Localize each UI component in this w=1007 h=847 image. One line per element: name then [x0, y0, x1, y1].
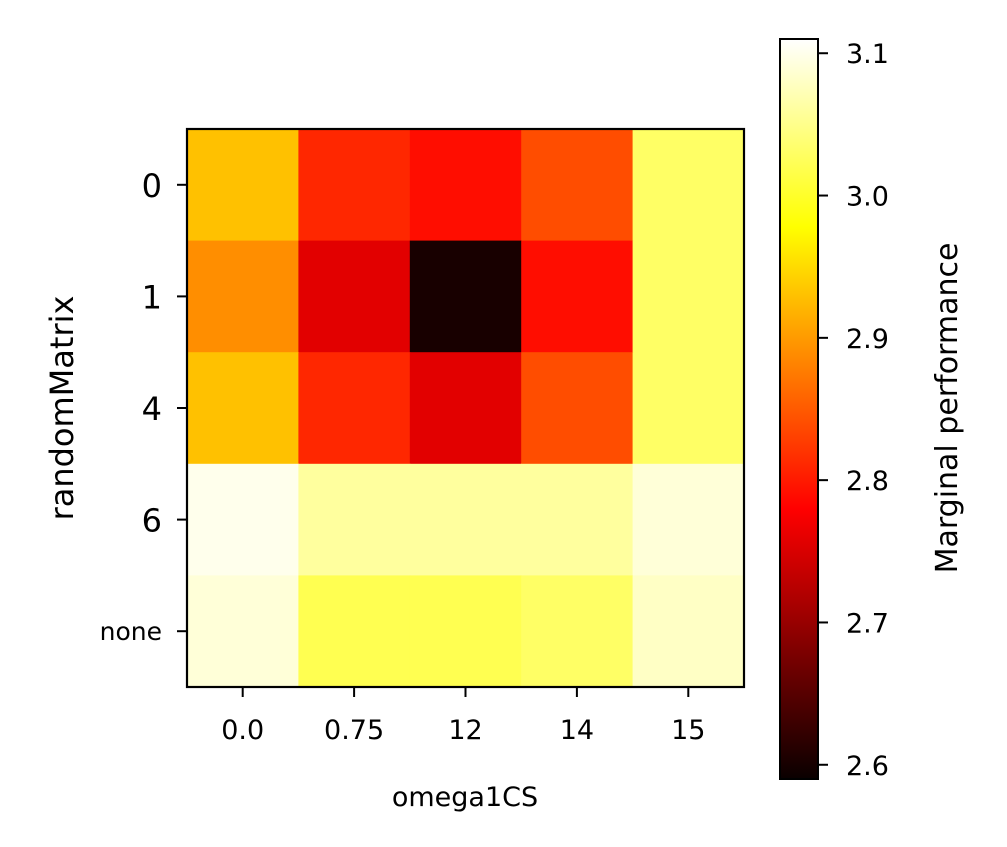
heatmap-cell — [298, 575, 411, 688]
colorbar-label: Marginal performance — [930, 243, 965, 574]
x-tick-label: 12 — [448, 715, 482, 746]
colorbar-ticks: 2.6 2.7 2.8 2.9 3.0 3.1 — [818, 39, 889, 782]
colorbar-tick-label: 3.1 — [846, 39, 889, 70]
heatmap-cell — [187, 129, 299, 242]
heatmap-cell — [409, 463, 522, 576]
heatmap-cell — [409, 129, 522, 242]
heatmap-cell — [409, 575, 522, 688]
heatmap-cell — [409, 240, 522, 353]
heatmap-cell — [187, 352, 299, 465]
colorbar-tick-label: 3.0 — [846, 182, 889, 213]
heatmap-cell — [409, 352, 522, 465]
heatmap-cell — [632, 240, 745, 353]
x-axis-label: omega1CS — [392, 782, 538, 813]
heatmap-cells — [187, 129, 745, 688]
heatmap-cell — [298, 463, 411, 576]
heatmap-cell — [521, 463, 634, 576]
heatmap-cell — [521, 575, 634, 688]
colorbar-tick-label: 2.8 — [846, 466, 889, 497]
x-tick-label: 14 — [560, 715, 594, 746]
heatmap-cell — [298, 240, 411, 353]
heatmap-cell — [521, 240, 634, 353]
y-axis-label: randomMatrix — [43, 296, 81, 521]
heatmap-cell — [187, 463, 299, 576]
heatmap-cell — [521, 352, 634, 465]
heatmap-cell — [187, 575, 299, 688]
heatmap-cell — [632, 463, 745, 576]
y-tick-label: 6 — [142, 502, 162, 540]
colorbar-tick-label: 2.9 — [846, 324, 889, 355]
colorbar — [779, 38, 819, 780]
colorbar-tick-label: 2.6 — [846, 751, 889, 782]
heatmap-cell — [187, 240, 299, 353]
y-axis-ticks: 0 1 4 6 none — [100, 167, 187, 646]
x-tick-label: 15 — [671, 715, 705, 746]
x-axis-ticks: 0.0 0.75 12 14 15 — [221, 687, 705, 746]
heatmap-cell — [298, 352, 411, 465]
heatmap-cell — [632, 129, 745, 242]
heatmap-cell — [632, 352, 745, 465]
heatmap-cell — [632, 575, 745, 688]
x-tick-label: 0.0 — [221, 715, 264, 746]
y-tick-label: none — [100, 617, 162, 646]
x-tick-label: 0.75 — [324, 715, 384, 746]
y-tick-label: 1 — [142, 278, 162, 316]
colorbar-tick-label: 2.7 — [846, 608, 889, 639]
heatmap-cell — [298, 129, 411, 242]
heatmap-cell — [521, 129, 634, 242]
y-tick-label: 4 — [142, 390, 162, 428]
y-tick-label: 0 — [142, 167, 162, 205]
